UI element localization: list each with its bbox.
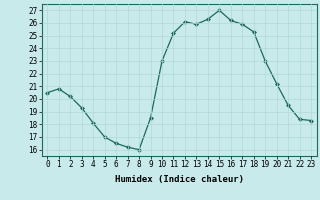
X-axis label: Humidex (Indice chaleur): Humidex (Indice chaleur) — [115, 175, 244, 184]
